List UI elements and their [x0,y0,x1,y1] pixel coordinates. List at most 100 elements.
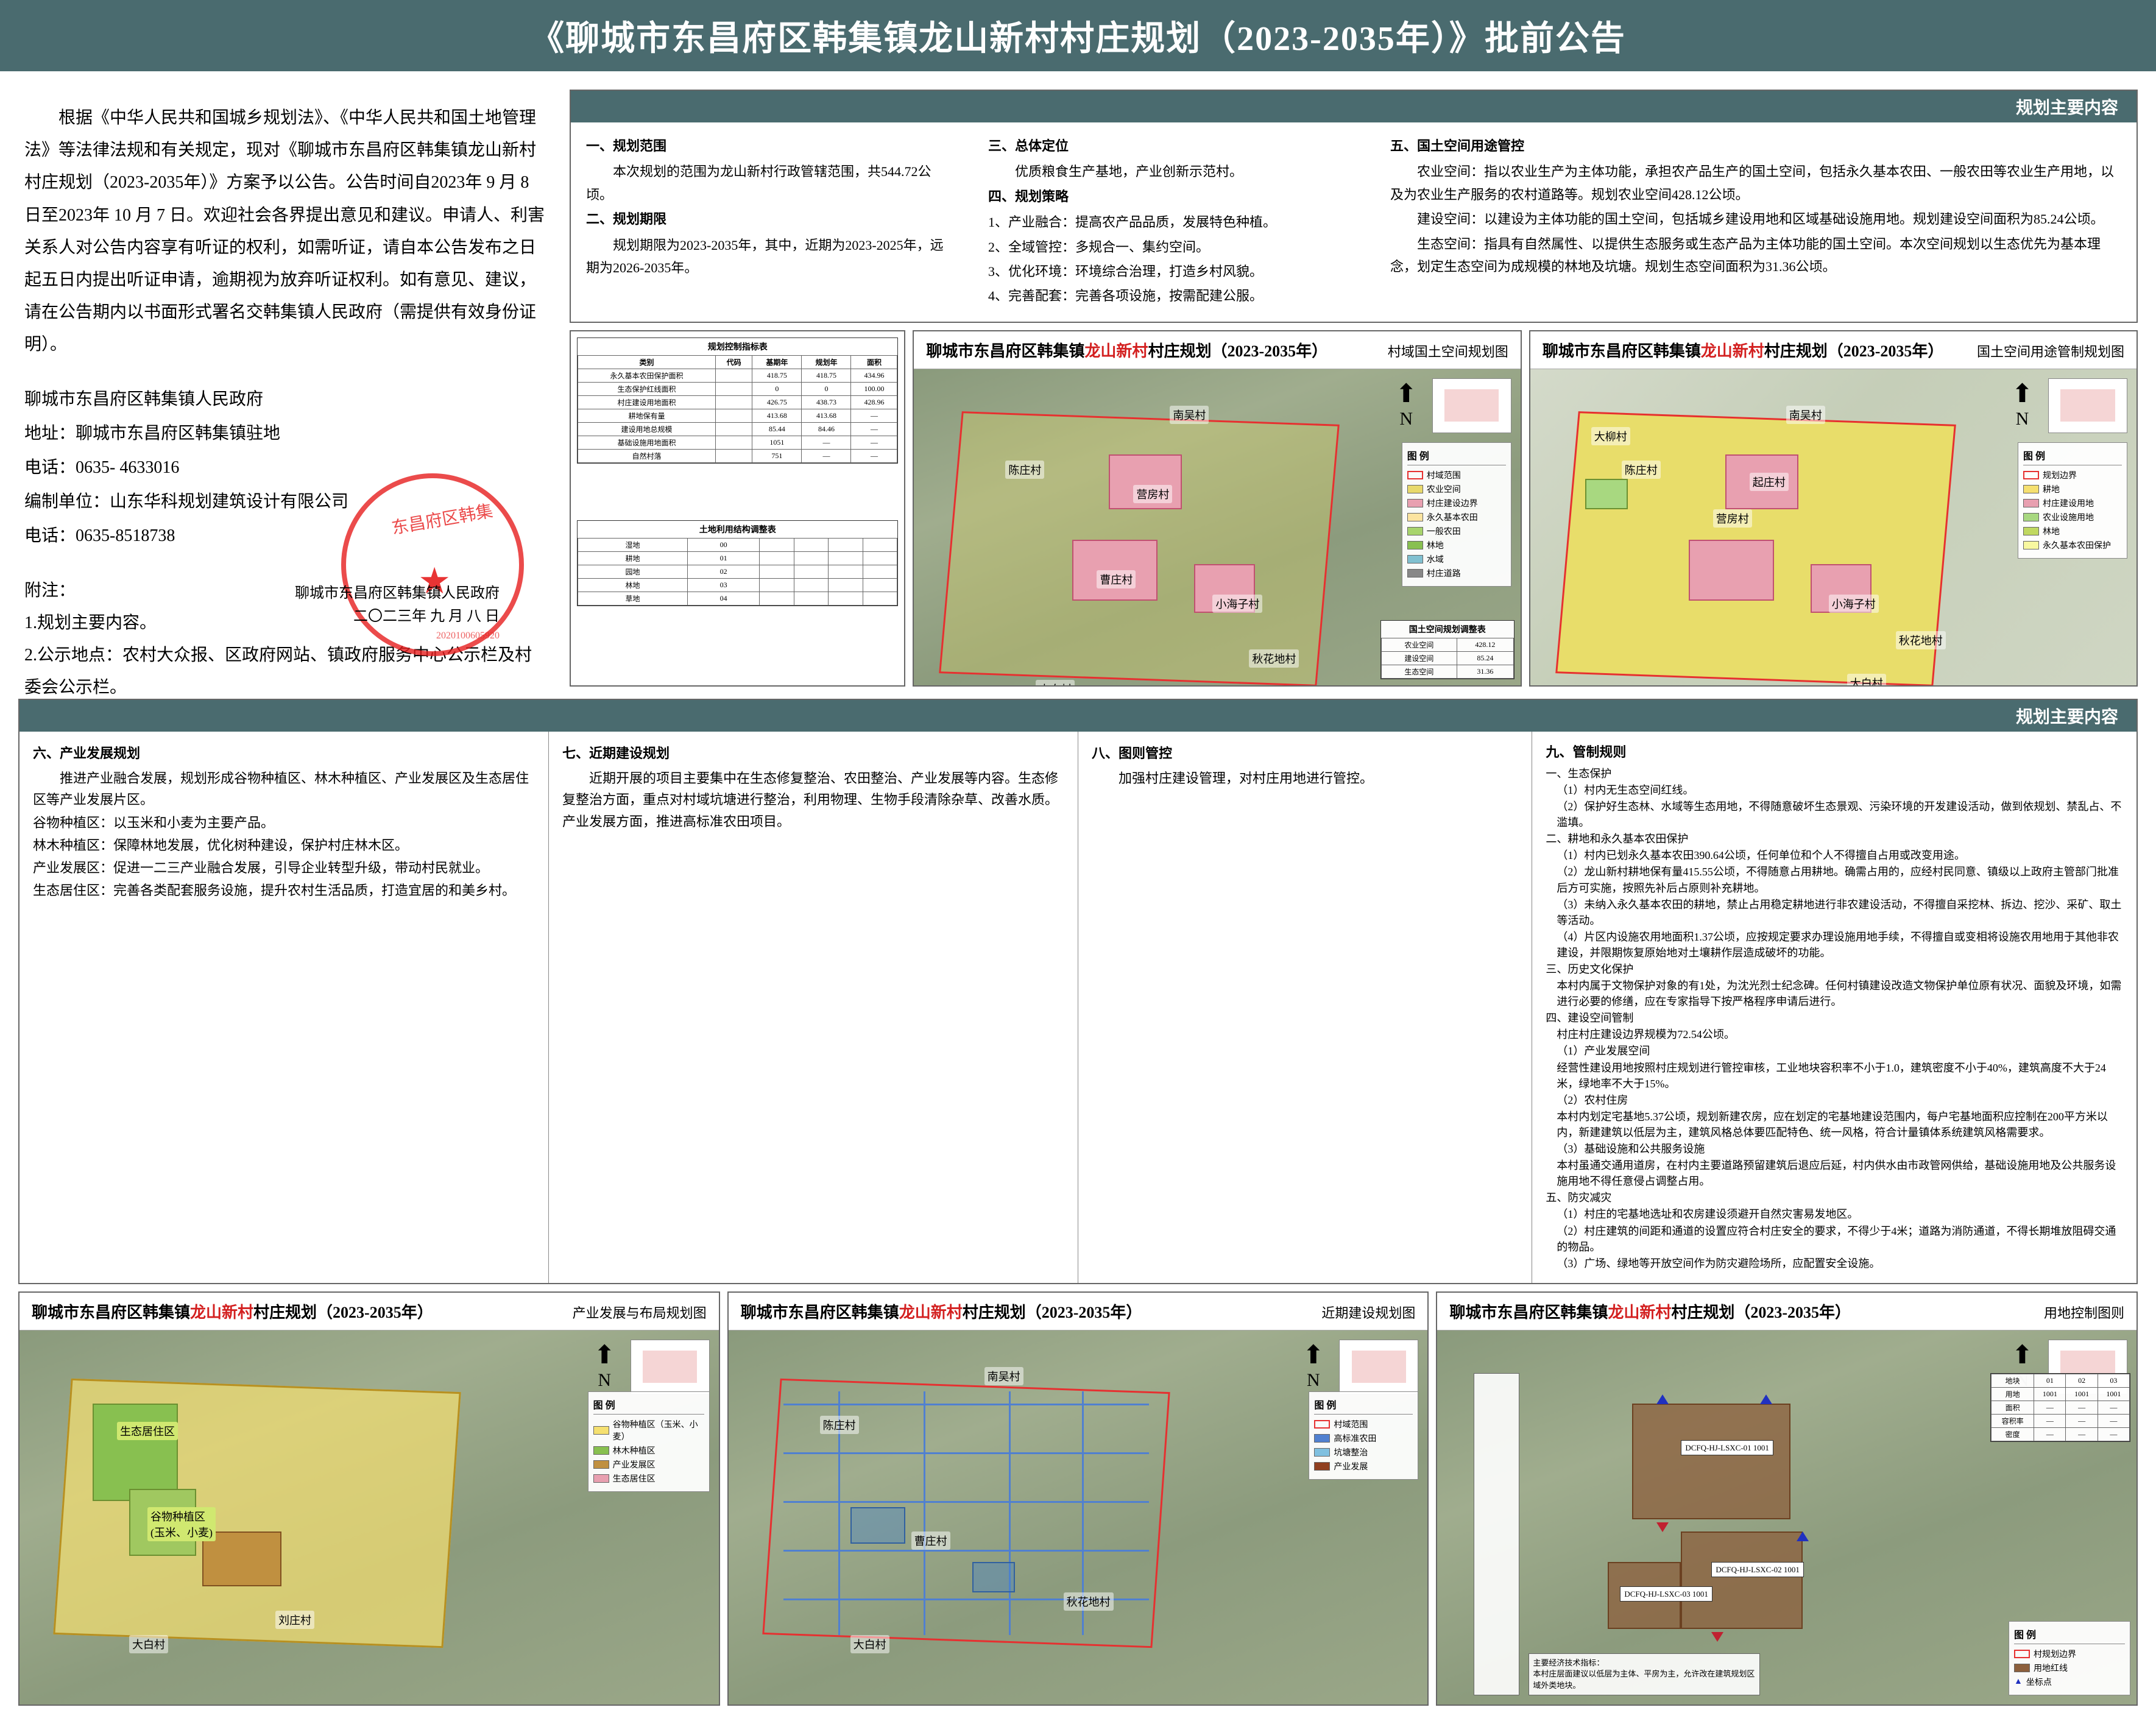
map3-title: 聊城市东昌府区韩集镇龙山新村村庄规划（2023-2035年） [1543,339,1944,361]
map-industry-body: N 生态居住区 谷物种植区(玉米、小麦) 大白村 刘庄村 图 例 谷物种植区（玉… [19,1330,719,1705]
map-panel-nearterm: 聊城市东昌府区韩集镇龙山新村村庄规划（2023-2035年） 近期建设规划图 N [727,1291,1429,1706]
inset-map [1339,1340,1418,1394]
control-legend: 图 例 村规划边界 用地红线 ▲坐标点 [2009,1621,2130,1695]
marker-icon [1656,1394,1669,1404]
upper-right-content: 规划主要内容 一、规划范围 本次规划的范围为龙山新村行政管辖范围，共544.72… [570,90,2138,687]
plan-col-6: 六、产业发展规划 推进产业融合发展，规划形成谷物种植区、林木种植区、产业发展区及… [19,732,549,1283]
page-title: 《聊城市东昌府区韩集镇龙山新村村庄规划（2023-2035年）》批前公告 [0,0,2156,71]
zone-label: 谷物种植区(玉米、小麦) [147,1507,216,1541]
map-industry-title-row: 聊城市东昌府区韩集镇龙山新村村庄规划（2023-2035年） 产业发展与布局规划… [19,1293,719,1330]
map2-body: N 南吴村 陈庄村 营房村 曹庄村 小海子村 秋花地村 大白村 [914,369,1520,685]
compass-icon: N [2006,378,2039,427]
vlabel: 曹庄村 [911,1531,950,1550]
lower-text-row: 六、产业发展规划 推进产业融合发展，规划形成谷物种植区、林木种植区、产业发展区及… [19,732,2137,1283]
contact-addr: 地址：聊城市东昌府区韩集镇驻地 [24,417,548,451]
vlabel: 曹庄村 [1097,570,1136,588]
map-nearterm-title-row: 聊城市东昌府区韩集镇龙山新村村庄规划（2023-2035年） 近期建设规划图 [729,1293,1428,1330]
control-note: 主要经济技术指标： 本村庄层面建议以低层为主体、平房为主，允许改在建筑规划区域外… [1529,1653,1760,1695]
inset-map [2048,378,2127,433]
map3-body: N 南吴村 大柳村 陈庄村 起庄村 营房村 小海子村 秋花地村 [1530,369,2137,685]
map-industry-subtitle: 产业发展与布局规划图 [573,1302,707,1322]
parcel-label: DCFQ-HJ-LSXC-03 1001 [1620,1586,1712,1602]
map-nearterm-subtitle: 近期建设规划图 [1321,1302,1415,1322]
parcel-label: DCFQ-HJ-LSXC-01 1001 [1681,1440,1773,1456]
vlabel: 刘庄村 [275,1611,314,1629]
map2-legend: 图 例 村域范围农业空间村庄建设边界永久基本农田一般农田林地水域村庄道路 [1402,442,1511,587]
tables-holder: 规划控制指标表 类别代码基期年规划年面积 永久基本农田保护面积418.75418… [571,331,904,685]
map-nearterm-title: 聊城市东昌府区韩集镇龙山新村村庄规划（2023-2035年） [741,1300,1142,1323]
nearterm-legend: 图 例 村域范围 高标准农田 坑塘整治 产业发展 [1309,1391,1418,1480]
bottom-section: 规划主要内容 六、产业发展规划 推进产业融合发展，规划形成谷物种植区、林木种植区… [18,699,2138,1706]
table2: 湿地00耕地01园地02林地03草地04 [578,538,897,606]
vlabel: 大白村 [1036,680,1075,685]
official-seal: ★ 东昌府区韩集 聊城市东昌府区韩集镇人民政府 二〇二三年 九 月 八 日 20… [286,492,542,662]
top-section: 根据《中华人民共和国城乡规划法》、《中华人民共和国土地管理法》等法律法规和有关规… [18,90,2138,687]
control-index-mini: 地块010203 用地100110011001 面积——— 容积率——— 密度—… [1990,1373,2130,1442]
forest-zone [93,1404,178,1501]
vlabel: 大白村 [850,1635,889,1653]
axis-y [1474,1373,1519,1695]
vlabel: 陈庄村 [1005,461,1044,479]
vlabel: 南吴村 [1170,406,1209,424]
vlabel: 南吴村 [1786,406,1825,424]
plan-col-2: 三、总体定位 优质粮食生产基地，产业创新示范村。 四、规划策略 1、产业融合：提… [988,135,1354,309]
vlabel: 小海子村 [1829,595,1879,613]
industry-legend: 图 例 谷物种植区（玉米、小麦）林木种植区产业发展区生态居住区 [588,1391,710,1492]
zone-label: 生态居住区 [117,1422,178,1440]
map-control-subtitle: 用地控制图则 [2044,1302,2124,1322]
vlabel: 秋花地村 [1896,631,1946,649]
control-index-table: 规划控制指标表 类别代码基期年规划年面积 永久基本农田保护面积418.75418… [577,337,898,464]
plan-col-3: 五、国土空间用途管控 农业空间：指以农业生产为主体功能，承担农产品生产的国土空间… [1390,135,2121,309]
announcement-text: 根据《中华人民共和国城乡规划法》、《中华人民共和国土地管理法》等法律法规和有关规… [24,102,548,361]
vlabel: 小海子村 [1212,595,1262,613]
map3-title-row: 聊城市东昌府区韩集镇龙山新村村庄规划（2023-2035年） 国土空间用途管制规… [1530,331,2137,369]
plan-col-7: 七、近期建设规划 近期开展的项目主要集中在生态修复整治、农田整治、产业发展等内容… [549,732,1078,1283]
main-container: 根据《中华人民共和国城乡规划法》、《中华人民共和国土地管理法》等法律法规和有关规… [0,71,2156,1724]
vlabel: 起庄村 [1750,473,1789,491]
marker-icon [1760,1394,1772,1404]
control-parcel-1 [1632,1404,1790,1519]
vlabel: 大白村 [1847,674,1886,685]
table1: 类别代码基期年规划年面积 永久基本农田保护面积418.75418.75434.9… [578,355,897,463]
map2-title: 聊城市东昌府区韩集镇龙山新村村庄规划（2023-2035年） [926,339,1327,361]
compass-icon: N [588,1340,621,1388]
map-panel-control: 聊城市东昌府区韩集镇龙山新村村庄规划（2023-2035年） 用地控制图则 N … [1436,1291,2138,1706]
pond [850,1507,905,1544]
green-zone [1585,479,1628,509]
vlabel: 大白村 [129,1635,168,1653]
vlabel: 南吴村 [984,1367,1023,1385]
map2-title-row: 聊城市东昌府区韩集镇龙山新村村庄规划（2023-2035年） 村域国土空间规划图 [914,331,1520,369]
vlabel: 秋花地村 [1249,649,1299,668]
upper-plan-text-box: 规划主要内容 一、规划范围 本次规划的范围为龙山新村行政管辖范围，共544.72… [570,90,2138,323]
map-panel-tables: 规划控制指标表 类别代码基期年规划年面积 永久基本农田保护面积418.75418… [570,330,905,687]
upper-map-row: 规划控制指标表 类别代码基期年规划年面积 永久基本农田保护面积418.75418… [570,330,2138,687]
grid-line [924,1391,925,1635]
land-structure-table: 土地利用结构调整表 湿地00耕地01园地02林地03草地04 [577,520,898,606]
marker-icon [1656,1522,1669,1532]
map3-subtitle: 国土空间用途管制规划图 [1977,341,2124,361]
map3-legend: 图 例 规划边界耕地村庄建设用地农业设施用地林地永久基本农田保护 [2018,442,2127,559]
map-panel-landuse: 聊城市东昌府区韩集镇龙山新村村庄规划（2023-2035年） 国土空间用途管制规… [1529,330,2138,687]
plan-col-8: 八、图则管控 加强村庄建设管理，对村庄用地进行管控。 [1078,732,1532,1283]
compass-icon: N [1390,378,1423,427]
plan-col-9: 九、管制规则 一、生态保护 （1）村内无生态空间红线。 （2）保护好生态林、水域… [1532,732,2137,1283]
bottom-map-row: 聊城市东昌府区韩集镇龙山新村村庄规划（2023-2035年） 产业发展与布局规划… [18,1291,2138,1706]
pond [972,1562,1015,1592]
marker-icon [1797,1531,1809,1541]
map-control-title: 聊城市东昌府区韩集镇龙山新村村庄规划（2023-2035年） [1449,1300,1851,1323]
seal-signature: 聊城市东昌府区韩集镇人民政府 二〇二三年 九 月 八 日 20201006059… [295,582,500,644]
compass-icon: N [1296,1340,1330,1388]
announcement-panel: 根据《中华人民共和国城乡规划法》、《中华人民共和国土地管理法》等法律法规和有关规… [18,90,554,687]
inset-map [1432,378,1511,433]
map2-subtitle: 村域国土空间规划图 [1388,341,1508,361]
space-plan-mini-table: 国土空间规划调整表 农业空间428.12 建设空间85.24 生态空间31.36 [1380,620,1515,679]
vlabel: 陈庄村 [1622,461,1661,479]
vlabel: 大柳村 [1591,427,1630,445]
inset-map [631,1340,710,1394]
section-title-upper: 规划主要内容 [571,91,2137,122]
map-control-title-row: 聊城市东昌府区韩集镇龙山新村村庄规划（2023-2035年） 用地控制图则 [1437,1293,2137,1330]
build-zone [1689,540,1774,601]
vlabel: 营房村 [1133,485,1172,503]
contact-dept: 聊城市东昌府区韩集镇人民政府 [24,383,548,417]
vlabel: 营房村 [1713,509,1752,528]
